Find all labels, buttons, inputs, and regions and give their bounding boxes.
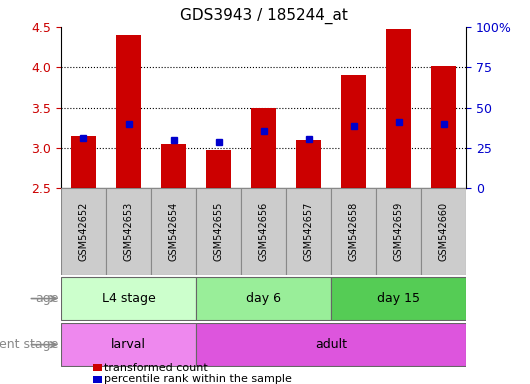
- FancyBboxPatch shape: [151, 188, 196, 275]
- Text: GSM542656: GSM542656: [259, 202, 269, 261]
- FancyBboxPatch shape: [196, 188, 241, 275]
- FancyBboxPatch shape: [61, 277, 196, 320]
- Text: GSM542653: GSM542653: [123, 202, 134, 261]
- Bar: [206, 150, 231, 188]
- Text: day 15: day 15: [377, 292, 420, 305]
- Title: GDS3943 / 185244_at: GDS3943 / 185244_at: [180, 8, 348, 24]
- Bar: [386, 29, 411, 188]
- Text: transformed count: transformed count: [104, 363, 208, 373]
- Text: percentile rank within the sample: percentile rank within the sample: [104, 374, 292, 384]
- Text: adult: adult: [315, 338, 347, 351]
- Text: L4 stage: L4 stage: [102, 292, 155, 305]
- FancyBboxPatch shape: [61, 188, 106, 275]
- Bar: [71, 136, 96, 188]
- FancyBboxPatch shape: [241, 188, 286, 275]
- Text: GSM542659: GSM542659: [394, 202, 404, 261]
- Text: GSM542654: GSM542654: [169, 202, 179, 261]
- FancyBboxPatch shape: [196, 323, 466, 366]
- Text: GSM542652: GSM542652: [78, 202, 89, 261]
- FancyBboxPatch shape: [106, 188, 151, 275]
- Bar: [296, 140, 321, 188]
- FancyBboxPatch shape: [421, 188, 466, 275]
- Bar: [251, 108, 276, 188]
- Text: age: age: [35, 292, 58, 305]
- Bar: [116, 35, 141, 188]
- Bar: [161, 144, 186, 188]
- FancyBboxPatch shape: [286, 188, 331, 275]
- Text: larval: larval: [111, 338, 146, 351]
- FancyBboxPatch shape: [331, 277, 466, 320]
- Text: GSM542660: GSM542660: [439, 202, 449, 261]
- FancyBboxPatch shape: [61, 323, 196, 366]
- Text: GSM542655: GSM542655: [214, 202, 224, 261]
- Text: GSM542658: GSM542658: [349, 202, 359, 261]
- FancyBboxPatch shape: [376, 188, 421, 275]
- Bar: [431, 66, 456, 188]
- Text: day 6: day 6: [246, 292, 281, 305]
- FancyBboxPatch shape: [196, 277, 331, 320]
- Text: development stage: development stage: [0, 338, 58, 351]
- Bar: [341, 75, 366, 188]
- FancyBboxPatch shape: [331, 188, 376, 275]
- Text: GSM542657: GSM542657: [304, 202, 314, 261]
